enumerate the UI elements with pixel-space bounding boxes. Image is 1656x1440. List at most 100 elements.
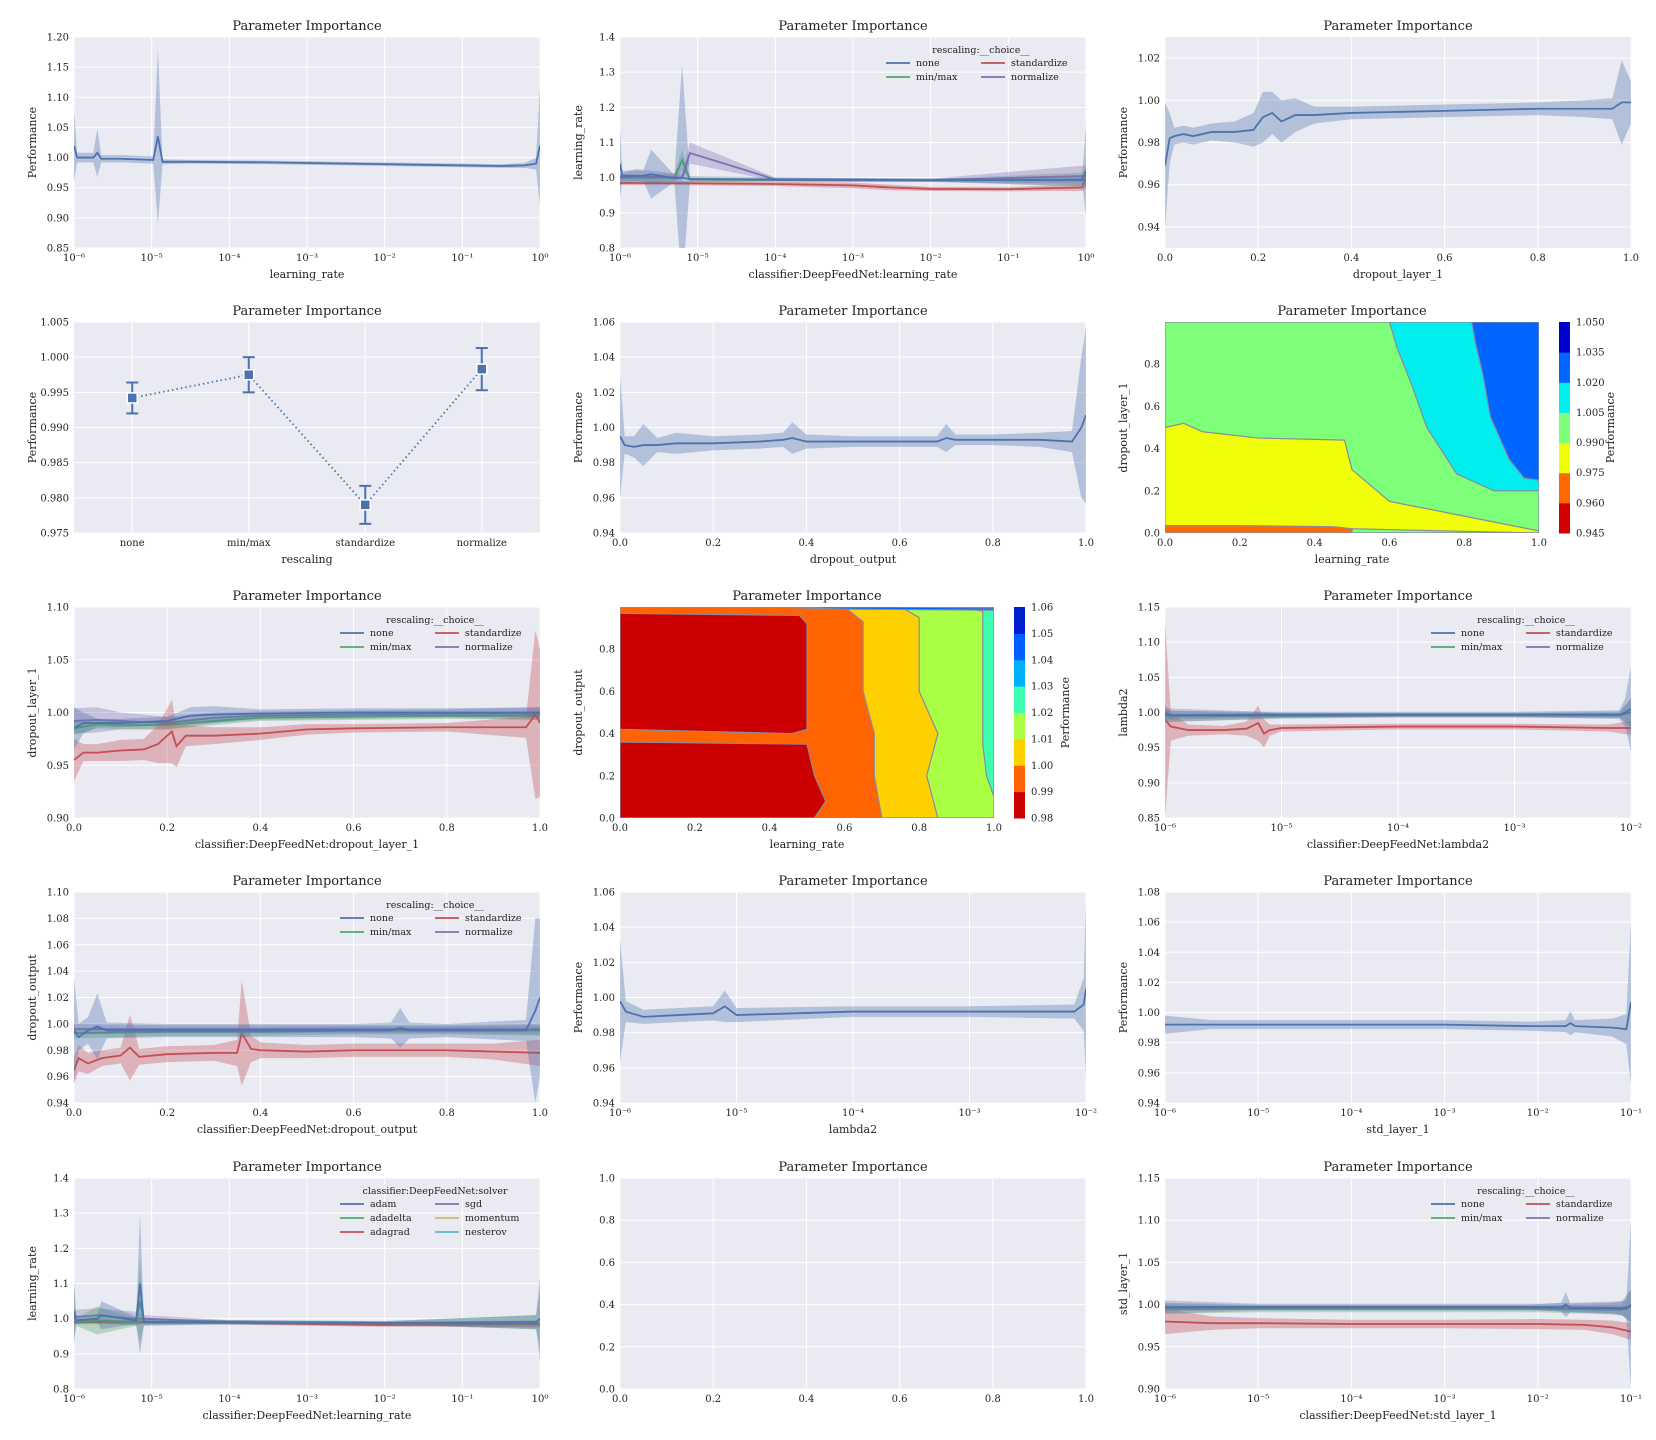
plot-body [620, 322, 1086, 533]
series-line [74, 714, 540, 730]
plot-body [74, 37, 540, 248]
x-axis-label: lambda2 [829, 1123, 877, 1136]
chart-title: Parameter Importance [1323, 589, 1473, 604]
legend-title: rescaling:__choice__ [386, 900, 484, 911]
x-tick-label: 10⁻⁴ [1387, 823, 1409, 834]
x-axis-label: learning_rate [770, 838, 845, 851]
legend-label: min/max [370, 927, 412, 938]
x-tick-label: 0.6 [836, 823, 852, 834]
x-tick-label: 10⁻⁶ [609, 253, 631, 264]
chart-5: 0.0 0.2 0.4 0.6 0.8 1.0 0.94 0.96 0.98 1.00 1.02 1.… [572, 304, 1094, 566]
x-tick-label: 10⁻³ [958, 1108, 980, 1119]
x-tick-label: 0.4 [1343, 253, 1359, 264]
series-line [1165, 708, 1631, 717]
x-tick-label: 0.2 [1232, 538, 1248, 549]
colorbar-tick-label: 0.960 [1576, 498, 1605, 509]
y-tick-label: 0.990 [40, 423, 69, 434]
chart-title: Parameter Importance [232, 1160, 382, 1175]
x-tick-label: normalize [457, 538, 507, 549]
x-tick-label: 10⁻¹ [451, 253, 473, 264]
colorbar-label: Performance [1059, 677, 1072, 748]
y-tick-label: 1.06 [593, 318, 615, 329]
x-tick-label: 0.8 [911, 823, 927, 834]
confidence-band [74, 1213, 540, 1361]
colorbar-tick-label: 1.01 [1031, 734, 1053, 745]
y-tick-label: 1.15 [47, 63, 69, 74]
chart-title: Parameter Importance [778, 874, 928, 889]
x-tick-label: 10⁻⁶ [63, 1394, 85, 1405]
x-tick-label: 0.0 [1157, 253, 1173, 264]
x-tick-label: 10⁻⁴ [218, 1394, 240, 1405]
y-tick-label: 1.000 [40, 353, 69, 364]
legend-label: standardize [1011, 58, 1068, 69]
y-tick-label: 0.95 [1138, 1342, 1160, 1353]
legend-label: min/max [1461, 642, 1503, 653]
chart-title: Parameter Importance [232, 19, 382, 34]
x-axis-label: learning_rate [270, 268, 345, 281]
y-tick-label: 1.00 [1138, 96, 1160, 107]
y-tick-label: 1.005 [40, 318, 69, 329]
x-tick-label: 10⁻⁵ [1247, 1394, 1269, 1405]
y-tick-label: 1.15 [1138, 1174, 1160, 1185]
x-tick-label: 10⁻⁶ [1154, 1394, 1176, 1405]
x-tick-label: 0.0 [612, 538, 628, 549]
y-tick-label: 0.96 [1138, 180, 1160, 191]
y-tick-label: 1.3 [599, 68, 615, 79]
x-tick-label: 10⁻⁶ [1154, 1108, 1176, 1119]
y-tick-label: 1.3 [53, 1209, 69, 1220]
x-tick-label: min/max [227, 538, 271, 549]
y-tick-label: 1.20 [47, 33, 69, 44]
y-axis-label: dropout_layer_1 [1117, 382, 1130, 472]
y-tick-label: 1.05 [1138, 1258, 1160, 1269]
y-tick-label: 0.8 [53, 1385, 69, 1396]
colorbar-segment [1014, 659, 1025, 687]
y-axis-label: std_layer_1 [1117, 1252, 1130, 1315]
legend-label: min/max [1461, 1213, 1503, 1224]
colorbar-segment [1559, 382, 1570, 413]
x-axis-label: classifier:DeepFeedNet:learning_rate [749, 268, 958, 281]
x-tick-label: 0.8 [985, 1394, 1001, 1405]
chart-14: 0.0 0.2 0.4 0.6 0.8 1.0 0.0 0.2 0.4 0.6 0.8 1.0 Para… [599, 1160, 1094, 1405]
chart-11: 10⁻⁶ 10⁻⁵ 10⁻⁴ 10⁻³ 10⁻² 0.94 0.96 0.98 1.00 1.02… [572, 874, 1097, 1136]
y-tick-label: 0.85 [1138, 814, 1160, 825]
confidence-band [1165, 1220, 1631, 1389]
chart-13: 10⁻⁶ 10⁻⁵ 10⁻⁴ 10⁻³ 10⁻² 10⁻¹ 10⁰ 0.8 0.9 1.0 1.1 1… [26, 1160, 548, 1422]
y-tick-label: 0.6 [599, 1258, 615, 1269]
y-tick-label: 1.10 [1138, 1216, 1160, 1227]
chart-8: 0.0 0.2 0.4 0.6 0.8 1.0 0.0 0.2 0.4 0.6 0.8 0.98 0.9… [572, 589, 1072, 851]
y-axis-label: Performance [26, 392, 39, 463]
y-tick-label: 0.8 [599, 244, 615, 255]
x-tick-label: 10⁻⁵ [141, 253, 163, 264]
y-axis-label: dropout_output [572, 669, 585, 756]
contour-region [1165, 525, 1539, 533]
y-tick-label: 0.94 [1138, 222, 1160, 233]
y-tick-label: 0.0 [599, 814, 615, 825]
x-tick-label: 10⁰ [532, 253, 549, 264]
x-tick-label: 0.4 [252, 823, 268, 834]
y-tick-label: 1.0 [599, 173, 615, 184]
y-tick-label: 1.10 [47, 93, 69, 104]
colorbar-tick-label: 1.04 [1031, 655, 1053, 666]
chart-title: Parameter Importance [1323, 19, 1473, 34]
y-tick-label: 1.02 [593, 388, 615, 399]
legend-label: standardize [465, 913, 522, 924]
y-tick-label: 1.08 [1138, 888, 1160, 899]
x-tick-label: 10⁻⁵ [1270, 823, 1292, 834]
x-tick-label: 10⁻² [374, 1394, 396, 1405]
series-line [74, 712, 540, 761]
series-line [1165, 101, 1631, 166]
plot-body [620, 607, 994, 818]
x-tick-label: 0.8 [439, 823, 455, 834]
y-axis-label: Performance [1117, 107, 1130, 178]
mean-marker [243, 369, 255, 381]
colorbar-segment [1559, 442, 1570, 474]
series-line [74, 711, 540, 730]
x-tick-label: 1.0 [1531, 538, 1547, 549]
y-tick-label: 1.00 [47, 1019, 69, 1030]
legend-title: rescaling:__choice__ [1477, 1186, 1575, 1197]
y-axis-label: learning_rate [26, 1246, 39, 1321]
y-tick-label: 1.4 [599, 33, 615, 44]
series-line [74, 136, 540, 167]
y-tick-label: 0.4 [599, 729, 615, 740]
y-tick-label: 0.90 [47, 213, 69, 224]
